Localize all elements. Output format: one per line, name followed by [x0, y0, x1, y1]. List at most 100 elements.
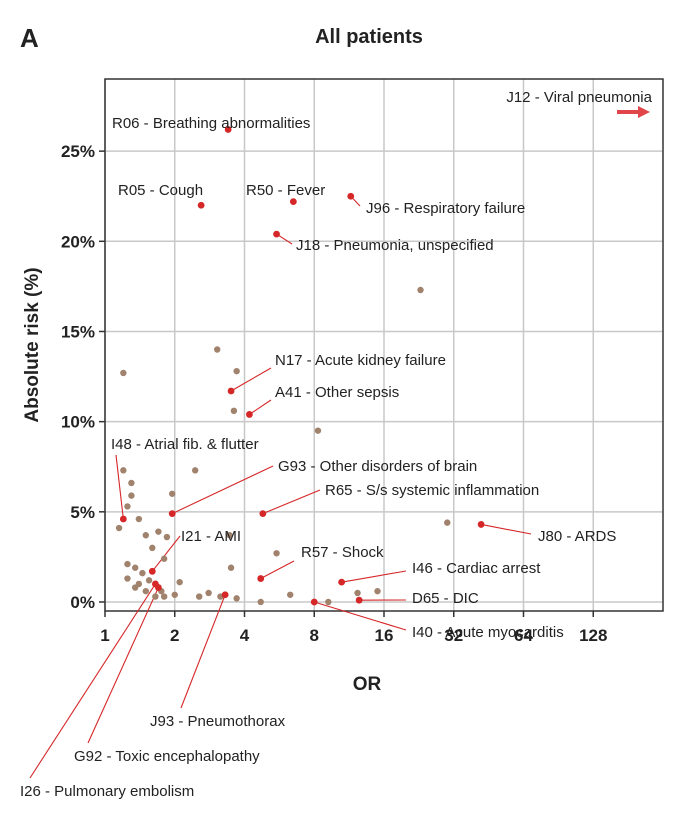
- leader-line: [87, 587, 159, 744]
- data-point: [131, 564, 139, 571]
- leader-line: [260, 560, 295, 580]
- point-label: D65 - DIC: [412, 590, 479, 607]
- highlighted-point: [355, 596, 363, 604]
- leader-line: [29, 583, 156, 779]
- data-point: [131, 584, 139, 591]
- data-point: [120, 467, 127, 474]
- highlighted-point: [197, 201, 205, 209]
- leader-line: [115, 454, 124, 520]
- data-point: [160, 555, 168, 562]
- point-label: J18 - Pneumonia, unspecified: [296, 237, 494, 254]
- data-point: [444, 519, 451, 526]
- data-point: [171, 591, 178, 598]
- leader-line: [171, 465, 274, 515]
- leader-line: [341, 570, 407, 583]
- point-label: R65 - S/s systemic inflammation: [325, 482, 539, 499]
- point-label: J96 - Respiratory failure: [366, 200, 525, 217]
- x-tick-label: 8: [310, 626, 319, 645]
- y-axis-title: Absolute risk (%): [22, 267, 43, 422]
- highlighted-point: [273, 230, 280, 238]
- highlighted-point: [119, 515, 127, 523]
- highlighted-point: [246, 411, 253, 418]
- data-point: [176, 578, 183, 586]
- highlighted-point: [151, 580, 159, 588]
- data-point: [227, 564, 235, 571]
- highlighted-point: [221, 591, 229, 599]
- data-point: [191, 467, 199, 474]
- point-label: J80 - ARDS: [538, 528, 616, 545]
- leader-line: [180, 594, 226, 709]
- point-label: J93 - Pneumothorax: [150, 713, 286, 730]
- point-label: N17 - Acute kidney failure: [275, 352, 446, 369]
- data-point: [124, 575, 131, 582]
- highlighted-point: [259, 510, 267, 518]
- y-tick-label: 15%: [61, 322, 95, 341]
- point-label: A41 - Other sepsis: [275, 384, 399, 401]
- point-label: I26 - Pulmonary embolism: [20, 783, 194, 800]
- data-point: [233, 367, 240, 375]
- data-point: [120, 369, 127, 377]
- y-tick-label: 25%: [61, 142, 95, 161]
- point-label: G92 - Toxic encephalopathy: [74, 748, 260, 765]
- grid: [104, 79, 663, 611]
- highlighted-point: [289, 198, 297, 206]
- data-point: [128, 479, 135, 487]
- x-tick-label: 4: [240, 626, 250, 645]
- data-point: [226, 532, 233, 539]
- leader-line: [481, 523, 532, 535]
- data-point: [230, 407, 238, 415]
- data-point: [124, 503, 131, 510]
- data-point: [135, 515, 143, 523]
- y-tick-label: 20%: [61, 232, 95, 251]
- point-label: R05 - Cough: [118, 182, 203, 199]
- y-tick-label: 5%: [70, 503, 95, 522]
- point-label: I46 - Cardiac arrest: [412, 560, 541, 577]
- point-label: I21 - AMI: [181, 528, 241, 545]
- leader-line: [314, 601, 407, 631]
- data-point: [287, 591, 294, 598]
- leader-line: [262, 489, 321, 515]
- point-label: R06 - Breathing abnormalities: [112, 115, 310, 132]
- data-point: [160, 593, 168, 600]
- data-point: [149, 544, 156, 552]
- point-labels: R06 - Breathing abnormalities R05 - Cough…: [20, 89, 653, 800]
- data-point: [115, 524, 123, 532]
- data-point: [233, 595, 240, 602]
- highlighted-point: [148, 567, 156, 575]
- data-point: [155, 528, 162, 535]
- point-label: I40 - Acute myocarditis: [412, 624, 564, 641]
- leader-line: [230, 367, 272, 392]
- point-label: R50 - Fever: [246, 182, 325, 199]
- data-point: [257, 598, 264, 606]
- y-tick-label: 0%: [70, 593, 95, 612]
- highlighted-point: [310, 598, 318, 606]
- highlighted-point: [168, 510, 176, 518]
- data-point: [325, 598, 332, 606]
- y-axis-ticks: 0% 5% 10% 15% 20% 25%: [61, 142, 105, 612]
- data-point: [354, 589, 361, 597]
- data-point: [374, 587, 381, 595]
- data-point: [214, 346, 221, 353]
- highlighted-point: [338, 578, 346, 586]
- other-points: [115, 286, 451, 606]
- panel-label: A: [20, 23, 39, 53]
- data-point: [163, 533, 171, 541]
- data-point: [142, 587, 150, 595]
- chart-title: All patients: [315, 26, 423, 48]
- x-tick-label: 16: [375, 626, 394, 645]
- highlighted-point: [257, 575, 265, 582]
- data-point: [205, 589, 212, 597]
- highlighted-point: [224, 126, 232, 133]
- x-tick-label: 32: [444, 626, 463, 645]
- data-point: [128, 492, 135, 499]
- data-point: [124, 560, 131, 568]
- data-point: [195, 593, 203, 600]
- offscale-label: J12 - Viral pneumonia: [506, 89, 652, 106]
- highlighted-point: [227, 387, 235, 395]
- data-point: [142, 532, 150, 539]
- offscale-arrow-icon: [638, 106, 650, 118]
- point-label: I48 - Atrial fib. & flutter: [111, 436, 259, 453]
- highlighted-points: [119, 126, 485, 606]
- leader-line: [151, 535, 181, 572]
